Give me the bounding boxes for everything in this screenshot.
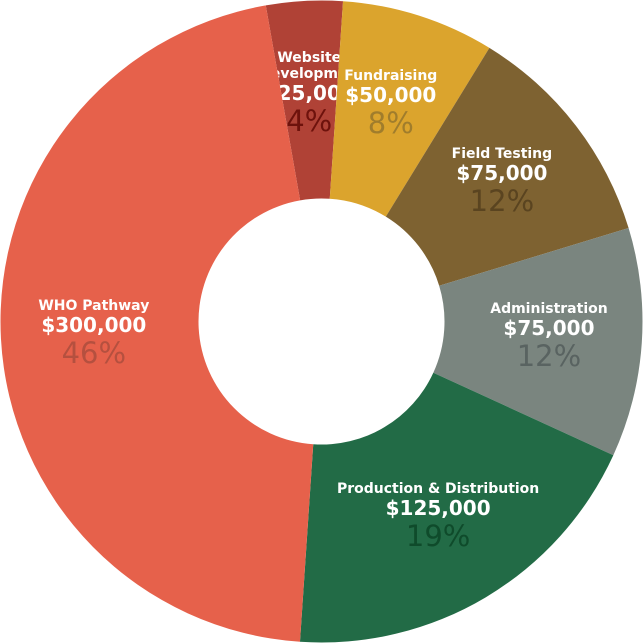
value-label: $300,000: [41, 312, 147, 337]
category-label: Production & Distribution: [336, 481, 540, 498]
category-label: Fundraising: [344, 68, 438, 85]
value-label: $75,000: [503, 315, 595, 340]
category-label: Website Development: [259, 49, 360, 82]
label-group: Administration $75,000 12%: [484, 277, 613, 397]
donut-slice: [329, 1, 490, 217]
label-group: WHO Pathway $300,000 46%: [0, 274, 204, 394]
category-label: WHO Pathway: [38, 297, 150, 314]
label-group: Production & Distribution $125,000 19%: [335, 457, 542, 577]
percent-label: 4%: [286, 103, 333, 138]
donut-slice: [299, 372, 614, 643]
percent-label: 12%: [516, 338, 582, 373]
donut-slice: [0, 5, 314, 642]
label-group: Website Development $25,000 4%: [259, 34, 359, 154]
category-label: Administration: [490, 300, 608, 317]
percent-label: 19%: [405, 519, 471, 554]
value-label: $125,000: [385, 496, 491, 521]
percent-label: 46%: [61, 335, 127, 370]
label-group: Fundraising $50,000 8%: [341, 44, 441, 164]
donut-slice: [385, 47, 629, 286]
percent-label: 12%: [469, 183, 535, 218]
donut-slice: [265, 0, 344, 201]
percent-label: 8%: [367, 106, 414, 141]
donut-slice: [433, 228, 643, 456]
value-label: $50,000: [345, 83, 437, 108]
label-group: Field Testing $75,000 12%: [437, 122, 566, 242]
value-label: $75,000: [456, 160, 548, 185]
value-label: $25,000: [263, 80, 355, 105]
category-label: Field Testing: [451, 145, 553, 162]
